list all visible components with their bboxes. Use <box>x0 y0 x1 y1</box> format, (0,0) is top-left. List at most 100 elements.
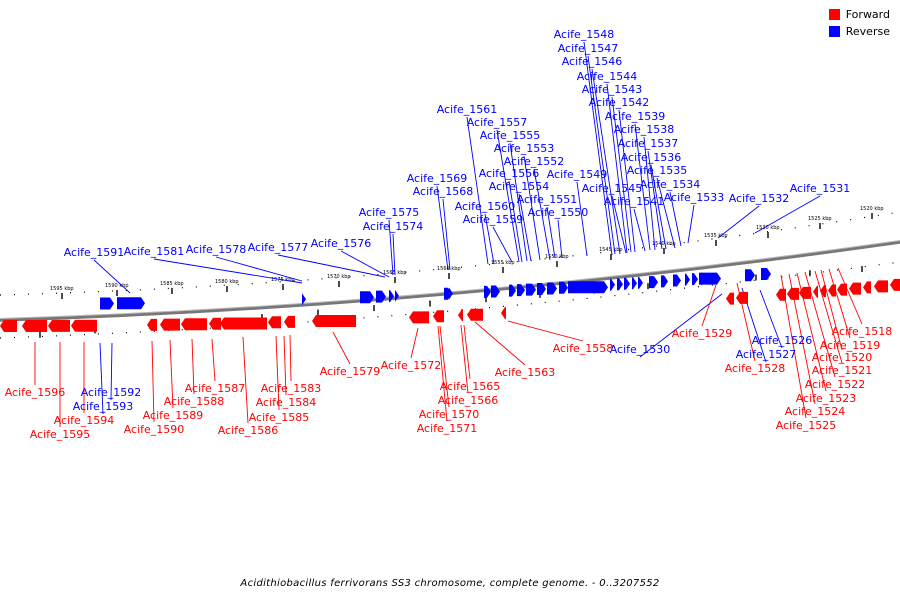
gene-label[interactable]: Acife_1548 <box>554 28 615 41</box>
gene-label[interactable]: Acife_1520 <box>812 351 873 364</box>
forward-gene-block[interactable] <box>501 306 506 319</box>
forward-gene-block[interactable] <box>220 317 267 330</box>
gene-label[interactable]: Acife_1519 <box>820 339 881 352</box>
gene-label[interactable]: Acife_1565 <box>440 380 501 393</box>
gene-label[interactable]: Acife_1545 <box>582 182 643 195</box>
reverse-gene-block[interactable] <box>526 283 536 296</box>
gene-label[interactable]: Acife_1551 <box>517 193 578 206</box>
gene-label[interactable]: Acife_1578 <box>186 243 247 256</box>
forward-gene-block[interactable] <box>284 315 295 328</box>
gene-label[interactable]: Acife_1547 <box>558 42 619 55</box>
reverse-gene-block[interactable] <box>509 284 516 297</box>
gene-label[interactable]: Acife_1525 <box>776 419 837 432</box>
forward-gene-block[interactable] <box>863 281 871 294</box>
gene-label[interactable]: Acife_1585 <box>249 411 310 424</box>
forward-gene-block[interactable] <box>409 311 429 324</box>
reverse-gene-block[interactable] <box>100 297 114 310</box>
gene-label[interactable]: Acife_1593 <box>73 400 134 413</box>
reverse-gene-block[interactable] <box>360 291 374 304</box>
forward-gene-block[interactable] <box>726 292 734 305</box>
gene-label[interactable]: Acife_1572 <box>381 359 442 372</box>
gene-label[interactable]: Acife_1532 <box>729 192 790 205</box>
forward-gene-block[interactable] <box>181 318 207 331</box>
reverse-gene-block[interactable] <box>302 293 306 306</box>
forward-gene-block[interactable] <box>433 310 444 323</box>
gene-label[interactable]: Acife_1591 <box>64 246 125 259</box>
gene-label[interactable]: Acife_1553 <box>494 142 555 155</box>
gene-label[interactable]: Acife_1531 <box>790 182 851 195</box>
reverse-gene-block[interactable] <box>547 282 557 295</box>
forward-gene-block[interactable] <box>147 318 157 331</box>
gene-label[interactable]: Acife_1518 <box>832 325 893 338</box>
gene-label[interactable]: Acife_1579 <box>320 365 381 378</box>
gene-label[interactable]: Acife_1533 <box>664 191 725 204</box>
gene-label[interactable]: Acife_1523 <box>796 392 857 405</box>
reverse-gene-block[interactable] <box>661 275 668 288</box>
reverse-gene-block[interactable] <box>395 289 399 302</box>
reverse-gene-block[interactable] <box>610 278 615 291</box>
gene-label[interactable]: Acife_1563 <box>495 366 556 379</box>
forward-gene-block[interactable] <box>22 319 47 332</box>
forward-gene-block[interactable] <box>849 282 861 295</box>
gene-label[interactable]: Acife_1534 <box>640 178 701 191</box>
reverse-gene-block[interactable] <box>673 274 681 287</box>
gene-label[interactable]: Acife_1536 <box>621 151 682 164</box>
reverse-gene-block[interactable] <box>376 290 386 303</box>
gene-label[interactable]: Acife_1552 <box>504 155 565 168</box>
forward-gene-block[interactable] <box>837 283 847 296</box>
reverse-gene-block[interactable] <box>624 277 630 290</box>
gene-label[interactable]: Acife_1560 <box>455 200 516 213</box>
forward-gene-block[interactable] <box>736 291 748 304</box>
forward-gene-block[interactable] <box>48 319 70 332</box>
forward-gene-block[interactable] <box>787 287 799 300</box>
gene-label[interactable]: Acife_1561 <box>437 103 498 116</box>
gene-label[interactable]: Acife_1569 <box>407 172 468 185</box>
reverse-gene-block[interactable] <box>692 273 698 286</box>
gene-label[interactable]: Acife_1557 <box>467 116 528 129</box>
gene-label[interactable]: Acife_1587 <box>185 382 246 395</box>
reverse-gene-block[interactable] <box>117 297 145 310</box>
gene-label[interactable]: Acife_1566 <box>438 394 499 407</box>
gene-label[interactable]: Acife_1588 <box>164 395 225 408</box>
reverse-gene-block[interactable] <box>537 283 546 296</box>
forward-gene-block[interactable] <box>209 317 221 330</box>
reverse-gene-block[interactable] <box>745 269 755 282</box>
gene-label[interactable]: Acife_1559 <box>463 213 524 226</box>
forward-gene-block[interactable] <box>160 318 180 331</box>
gene-label[interactable]: Acife_1590 <box>124 423 185 436</box>
gene-label[interactable]: Acife_1538 <box>614 123 675 136</box>
gene-label[interactable]: Acife_1543 <box>582 83 643 96</box>
reverse-gene-block[interactable] <box>389 290 394 303</box>
gene-label[interactable]: Acife_1558 <box>553 342 614 355</box>
forward-gene-block[interactable] <box>813 285 818 298</box>
reverse-gene-block[interactable] <box>638 276 643 289</box>
gene-label[interactable]: Acife_1581 <box>124 245 185 258</box>
gene-label[interactable]: Acife_1529 <box>672 327 733 340</box>
gene-label[interactable]: Acife_1522 <box>805 378 866 391</box>
gene-label[interactable]: Acife_1568 <box>413 185 474 198</box>
gene-label[interactable]: Acife_1571 <box>417 422 478 435</box>
gene-label[interactable]: Acife_1546 <box>562 55 623 68</box>
gene-label[interactable]: Acife_1524 <box>785 405 846 418</box>
forward-gene-block[interactable] <box>268 316 281 329</box>
forward-gene-block[interactable] <box>458 309 463 322</box>
gene-label[interactable]: Acife_1544 <box>577 70 638 83</box>
reverse-gene-block[interactable] <box>761 267 771 280</box>
reverse-gene-block[interactable] <box>484 285 491 298</box>
reverse-gene-block[interactable] <box>699 272 721 285</box>
gene-label[interactable]: Acife_1539 <box>605 110 666 123</box>
gene-label[interactable]: Acife_1555 <box>480 129 541 142</box>
gene-label[interactable]: Acife_1577 <box>248 241 309 254</box>
gene-label[interactable]: Acife_1586 <box>218 424 279 437</box>
gene-label[interactable]: Acife_1530 <box>610 343 671 356</box>
reverse-gene-block[interactable] <box>632 277 637 290</box>
gene-label[interactable]: Acife_1535 <box>627 164 688 177</box>
reverse-gene-block[interactable] <box>491 285 500 298</box>
gene-label[interactable]: Acife_1521 <box>812 364 873 377</box>
gene-label[interactable]: Acife_1576 <box>311 237 372 250</box>
reverse-gene-block[interactable] <box>649 276 658 289</box>
forward-gene-block[interactable] <box>828 284 836 297</box>
reverse-gene-block[interactable] <box>568 281 608 294</box>
gene-label[interactable]: Acife_1592 <box>81 386 142 399</box>
gene-label[interactable]: Acife_1527 <box>736 348 797 361</box>
